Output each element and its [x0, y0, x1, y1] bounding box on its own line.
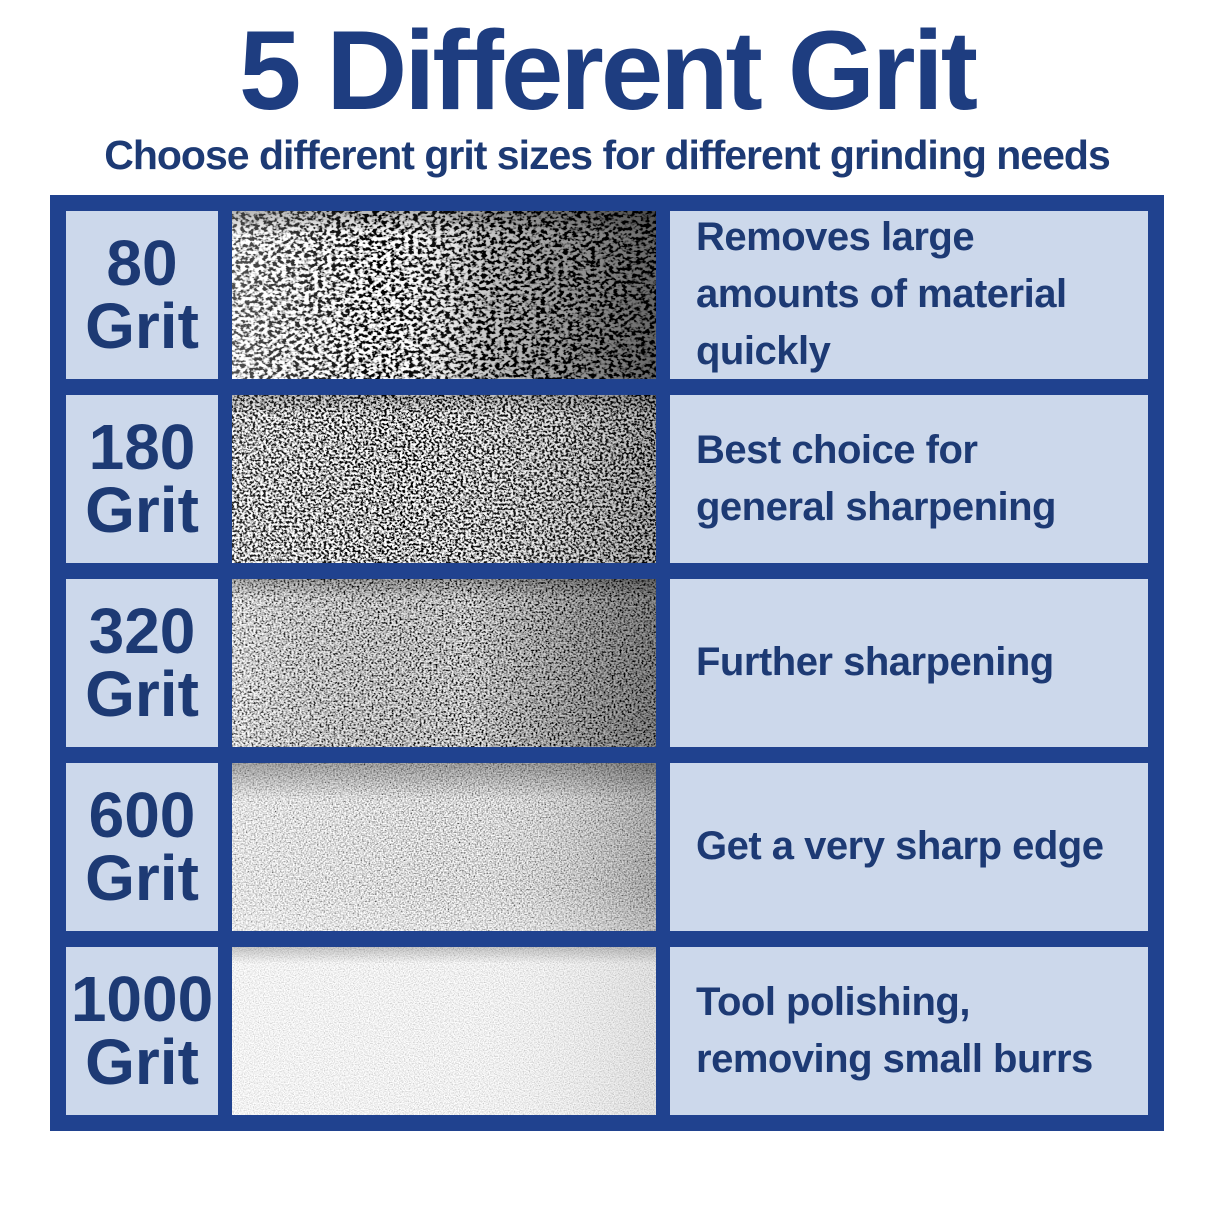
grit-comparison-table: 80 Grit [50, 194, 1164, 1131]
grit-description: Tool polishing, removing small burrs [670, 946, 1148, 1115]
grit-label-cell-180: 180 Grit [66, 394, 218, 563]
grit-description: Best choice for general sharpening [670, 394, 1148, 563]
page-subtitle: Choose different grit sizes for differen… [104, 131, 1111, 178]
grit-size: 1000 [70, 962, 214, 1035]
page-title: 5 Different Grit [238, 8, 978, 133]
grit-description: Get a very sharp edge [670, 762, 1148, 931]
texture-image-80-grit [232, 210, 656, 379]
grit-unit: Grit [85, 657, 199, 730]
header: 5 Different Grit Choose different grit s… [0, 0, 1214, 179]
grit-description: Removes large amounts of material quickl… [670, 210, 1148, 379]
grit-label-cell-1000: 1000 Grit [66, 946, 218, 1115]
grit-label-cell-320: 320 Grit [66, 578, 218, 747]
grit-label-cell-600: 600 Grit [66, 762, 218, 931]
grit-size: 180 [88, 410, 196, 483]
grit-unit: Grit [85, 289, 199, 362]
grit-unit: Grit [85, 473, 199, 546]
grit-unit: Grit [85, 1025, 199, 1098]
texture-image-1000-grit [232, 946, 656, 1115]
grit-label-cell-80: 80 Grit [66, 210, 218, 379]
texture-image-320-grit [232, 578, 656, 747]
grit-description: Further sharpening [670, 578, 1148, 747]
grit-size: 80 [106, 226, 178, 299]
texture-image-180-grit [232, 394, 656, 563]
grit-size: 320 [88, 594, 196, 667]
grit-unit: Grit [85, 841, 199, 914]
grit-size: 600 [88, 778, 196, 851]
texture-image-600-grit [232, 762, 656, 931]
